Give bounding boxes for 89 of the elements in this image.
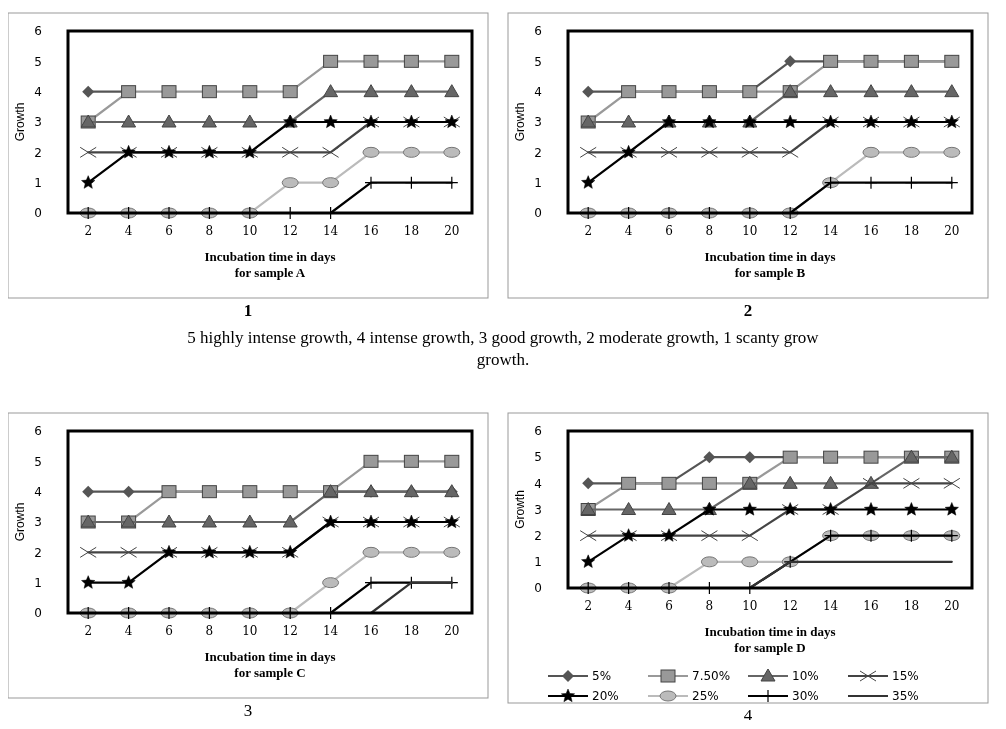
x-tick-label: 18 xyxy=(903,599,920,613)
x-tick-label: 6 xyxy=(165,224,173,238)
y-tick-label: 0 xyxy=(34,606,42,621)
y-tick-label: 1 xyxy=(534,555,542,570)
x-tick-label: 16 xyxy=(363,624,379,638)
y-axis-title: Growth xyxy=(513,102,527,142)
x-tick-label: 14 xyxy=(322,224,339,238)
x-tick-label: 10 xyxy=(242,624,258,638)
x-tick-label: 8 xyxy=(205,624,214,638)
y-tick-label: 5 xyxy=(34,54,42,69)
legend-label: 30% xyxy=(792,689,819,704)
x-tick-label: 2 xyxy=(84,224,93,238)
legend-label: 20% xyxy=(592,689,619,704)
y-tick-label: 4 xyxy=(534,476,542,491)
y-tick-label: 4 xyxy=(34,84,42,99)
y-axis-title: Growth xyxy=(13,502,27,542)
x-tick-label: 4 xyxy=(124,624,133,638)
y-tick-label: 4 xyxy=(534,84,542,99)
y-tick-label: 1 xyxy=(34,575,42,590)
x-axis-title: Incubation time in days for sample B xyxy=(704,249,836,280)
y-tick-label: 2 xyxy=(534,528,542,543)
x-tick-label: 2 xyxy=(584,599,593,613)
x-tick-label: 10 xyxy=(742,224,758,238)
x-tick-label: 6 xyxy=(665,599,673,613)
y-tick-label: 5 xyxy=(34,454,42,469)
y-axis-title: Growth xyxy=(13,102,27,142)
x-tick-label: 16 xyxy=(863,224,879,238)
text: 3 xyxy=(243,701,253,720)
x-tick-label: 16 xyxy=(863,599,879,613)
y-tick-label: 3 xyxy=(34,115,42,130)
y-tick-label: 1 xyxy=(34,175,42,190)
x-tick-label: 18 xyxy=(403,224,420,238)
y-tick-label: 3 xyxy=(534,502,542,517)
y-tick-label: 6 xyxy=(34,424,42,439)
y-tick-label: 6 xyxy=(534,424,542,439)
text: growth. xyxy=(476,350,530,369)
x-axis-title: Incubation time in days for sample D xyxy=(704,624,836,655)
legend-label: 10% xyxy=(792,669,819,684)
x-tick-label: 2 xyxy=(84,624,93,638)
x-tick-label: 20 xyxy=(944,599,960,613)
y-tick-label: 1 xyxy=(534,175,542,190)
x-tick-label: 6 xyxy=(665,224,673,238)
x-tick-label: 16 xyxy=(363,224,379,238)
x-tick-label: 10 xyxy=(242,224,258,238)
y-tick-label: 6 xyxy=(534,24,542,39)
x-tick-label: 8 xyxy=(205,224,214,238)
y-tick-label: 3 xyxy=(34,515,42,530)
x-tick-label: 8 xyxy=(705,224,714,238)
x-tick-label: 14 xyxy=(822,599,839,613)
text: 1 xyxy=(243,301,253,320)
legend-label: 5% xyxy=(592,669,612,684)
y-tick-label: 2 xyxy=(34,545,42,560)
x-tick-label: 10 xyxy=(742,599,758,613)
legend-label: 7.50% xyxy=(692,669,731,684)
x-tick-label: 12 xyxy=(282,224,298,238)
x-tick-label: 4 xyxy=(624,599,633,613)
y-tick-label: 2 xyxy=(534,145,542,160)
text: 5 highly intense growth, 4 intense growth, 3 good growth, 2 moderate growth, 1 scanty grow xyxy=(187,328,820,347)
x-tick-label: 14 xyxy=(322,624,339,638)
x-tick-label: 12 xyxy=(282,624,298,638)
x-tick-label: 18 xyxy=(403,624,420,638)
x-axis-title: Incubation time in days for sample A xyxy=(204,249,336,280)
x-tick-label: 8 xyxy=(705,599,714,613)
legend-label: 25% xyxy=(692,689,719,704)
y-axis-title: Growth xyxy=(513,490,527,529)
text: 2 xyxy=(743,301,753,320)
legend-label: 15% xyxy=(892,669,919,684)
x-tick-label: 4 xyxy=(124,224,133,238)
x-tick-label: 20 xyxy=(444,224,460,238)
x-tick-label: 20 xyxy=(444,624,460,638)
x-tick-label: 20 xyxy=(944,224,960,238)
x-tick-label: 2 xyxy=(584,224,593,238)
y-tick-label: 5 xyxy=(534,54,542,69)
x-tick-label: 4 xyxy=(624,224,633,238)
x-tick-label: 14 xyxy=(822,224,839,238)
x-tick-label: 18 xyxy=(903,224,920,238)
y-tick-label: 0 xyxy=(534,581,542,596)
y-tick-label: 0 xyxy=(34,206,42,221)
y-tick-label: 0 xyxy=(534,206,542,221)
x-tick-label: 12 xyxy=(782,599,798,613)
y-tick-label: 2 xyxy=(34,145,42,160)
legend-label: 35% xyxy=(892,689,919,704)
y-tick-label: 5 xyxy=(534,450,542,465)
x-tick-label: 12 xyxy=(782,224,798,238)
x-axis-title: Incubation time in days for sample C xyxy=(204,649,336,680)
y-tick-label: 4 xyxy=(34,484,42,499)
y-tick-label: 6 xyxy=(34,24,42,39)
x-tick-label: 6 xyxy=(165,624,173,638)
y-tick-label: 3 xyxy=(534,115,542,130)
